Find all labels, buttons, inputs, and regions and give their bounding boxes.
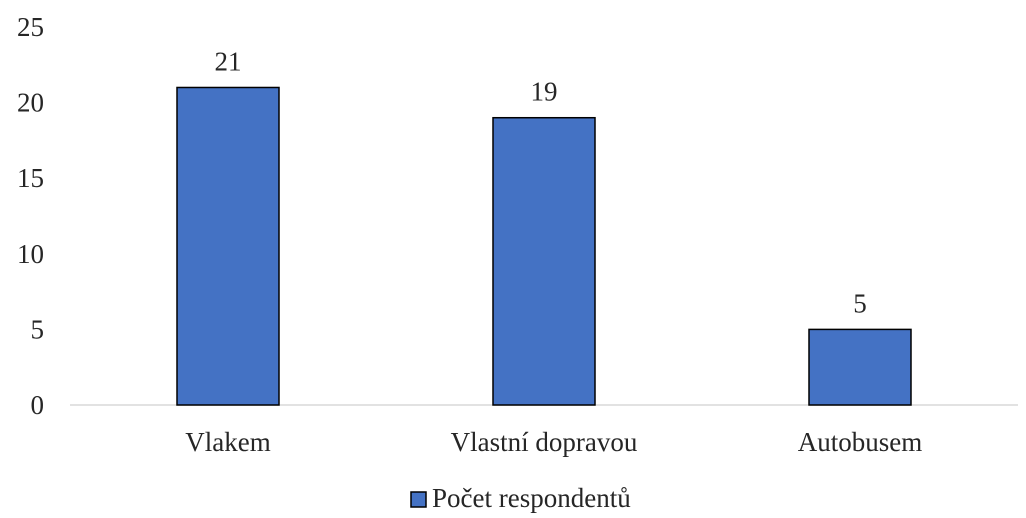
- legend: Počet respondentů: [410, 483, 631, 513]
- bar: [176, 86, 280, 406]
- bar: [492, 116, 596, 406]
- y-tick-label: 10: [17, 239, 44, 269]
- x-category-label: Vlastní dopravou: [451, 427, 638, 457]
- bar-data-label: 5: [853, 288, 867, 318]
- category-labels-group: Vlakem Vlastní dopravou Autobusem: [185, 427, 922, 457]
- y-tick-label: 15: [17, 163, 44, 193]
- data-labels-group: 21 19 5: [215, 46, 867, 318]
- bar-data-label: 21: [215, 46, 242, 76]
- y-tick-label: 25: [17, 12, 44, 42]
- legend-swatch: [410, 491, 427, 508]
- y-tick-label: 20: [17, 88, 44, 118]
- x-category-label: Autobusem: [798, 427, 923, 457]
- y-tick-label: 5: [31, 314, 45, 344]
- y-axis-tick-labels: 0 5 10 15 20 25: [17, 12, 44, 420]
- y-tick-label: 0: [31, 390, 45, 420]
- bar-data-label: 19: [531, 77, 558, 107]
- legend-label: Počet respondentů: [432, 483, 631, 513]
- x-category-label: Vlakem: [185, 427, 270, 457]
- bar: [808, 328, 912, 406]
- bars-group: [176, 86, 912, 406]
